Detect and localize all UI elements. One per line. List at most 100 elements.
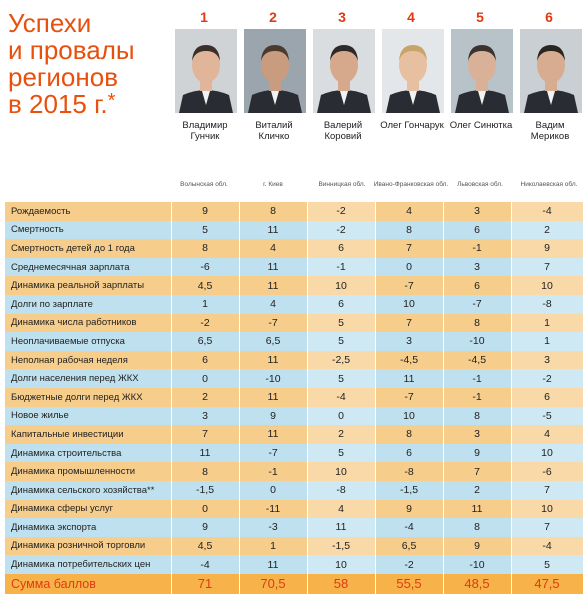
score-cell: 4,5 (171, 536, 240, 556)
score-cell: -1 (239, 462, 308, 481)
rank-number: 3 (338, 9, 346, 25)
table-row: Динамика промышленности 8 -1 10 -8 7 -6 (5, 462, 583, 481)
portrait-image (175, 29, 237, 113)
score-cell: 7 (511, 480, 583, 500)
score-cell: 10 (306, 555, 376, 574)
score-cell: 4 (306, 499, 376, 519)
score-cell: -8 (375, 462, 444, 481)
score-cell: 4,5 (171, 276, 240, 295)
score-cell: 11 (375, 369, 444, 388)
governor-4: 4 Олег Гончарук Ивано-Франковская обл. (374, 0, 449, 200)
indicator-label: Динамика розничной торговли (5, 536, 172, 556)
score-cell: 7 (375, 239, 444, 258)
score-cell: 1 (511, 332, 583, 351)
indicator-label: Динамика потребительских цен (5, 555, 172, 574)
score-cell: 8 (239, 202, 308, 221)
table-row: Капитальные инвестиции 7 11 2 8 3 4 (5, 425, 583, 444)
score-cell: 6 (171, 350, 240, 370)
score-cell: 5 (171, 220, 240, 240)
score-cell: -5 (511, 406, 583, 426)
rank-number: 5 (476, 9, 484, 25)
score-cell: 9 (171, 518, 240, 537)
indicator-label: Динамика реальной зарплаты (5, 276, 172, 295)
score-cell: 9 (171, 202, 240, 221)
score-cell: 8 (171, 462, 240, 481)
score-cell: -3 (239, 518, 308, 537)
score-cell: 7 (511, 257, 583, 277)
indicator-label: Среднемесячная зарплата (5, 257, 172, 277)
table-row: Новое жилье 3 9 0 10 8 -5 (5, 406, 583, 426)
total-cell: 48,5 (443, 573, 512, 594)
score-cell: 5 (306, 332, 376, 351)
table-row: Динамика экспорта 9 -3 11 -4 8 7 (5, 518, 583, 537)
ranking-table: Рождаемость 9 8 -2 4 3 -4 Смертность 5 11 -2 8 6 2 Сме… (5, 202, 583, 594)
title-line-3: регионов (8, 62, 119, 92)
score-cell: 7 (171, 425, 240, 444)
score-cell: 4 (239, 239, 308, 258)
score-cell: -7 (375, 387, 444, 407)
total-cell: 58 (306, 573, 376, 594)
score-cell: 5 (306, 313, 376, 333)
score-cell: -2 (375, 555, 444, 574)
score-cell: 9 (443, 443, 512, 463)
indicator-label: Долги по зарплате (5, 294, 172, 314)
governor-region: г. Киев (263, 181, 283, 188)
score-cell: -6 (171, 257, 240, 277)
score-cell: 4 (511, 425, 583, 444)
score-cell: 6,5 (171, 332, 240, 351)
name-line-2: Кличко (258, 131, 290, 142)
total-row: Сумма баллов 71 70,5 58 55,5 48,5 47,5 (5, 573, 583, 594)
rank-number: 1 (200, 9, 208, 25)
governor-region: Львовская обл. (457, 181, 503, 188)
score-cell: 3 (171, 406, 240, 426)
score-cell: 4 (239, 294, 308, 314)
table-row: Неоплачиваемые отпуска 6,5 6,5 5 3 -10 1 (5, 332, 583, 351)
score-cell: -1 (306, 257, 376, 277)
score-cell: 3 (375, 332, 444, 351)
table-row: Рождаемость 9 8 -2 4 3 -4 (5, 202, 583, 221)
score-cell: 6 (306, 239, 376, 258)
score-cell: -2 (306, 202, 376, 221)
governors-header: 1 Владимир Гунчик Волынская обл. 2 Виталий Кли… (170, 0, 583, 200)
governor-name: Олег Синютка (442, 120, 520, 131)
table-row: Динамика реальной зарплаты 4,5 11 10 -7 6 10 (5, 276, 583, 295)
score-cell: 11 (239, 555, 308, 574)
score-cell: 3 (443, 425, 512, 444)
indicator-label: Динамика числа работников (5, 313, 172, 333)
score-cell: 6 (443, 276, 512, 295)
score-cell: 11 (239, 425, 308, 444)
score-cell: 5 (511, 555, 583, 574)
score-cell: 8 (171, 239, 240, 258)
governor-region: Винницкая обл. (318, 181, 366, 188)
score-cell: -2,5 (306, 350, 376, 370)
portrait-image (313, 29, 375, 113)
total-cell: 71 (171, 573, 240, 594)
score-cell: -10 (239, 369, 308, 388)
score-cell: -7 (239, 313, 308, 333)
table-row: Динамика розничной торговли 4,5 1 -1,5 6,5 9-… (5, 536, 583, 556)
score-cell: 11 (239, 276, 308, 295)
name-line-1: Вадим (535, 120, 565, 131)
indicator-label: Динамика экспорта (5, 518, 172, 537)
score-cell: 6 (511, 387, 583, 407)
score-cell: -2 (511, 369, 583, 388)
name-line-1: Виталий (255, 120, 293, 131)
score-cell: 10 (375, 294, 444, 314)
table-row: Бюджетные долги перед ЖКХ 2 11 -4 -7 -1 6 (5, 387, 583, 407)
name-line-1: Валерий (323, 120, 363, 131)
indicator-label: Динамика строительства (5, 443, 172, 463)
score-cell: -4 (375, 518, 444, 537)
score-cell: 7 (375, 313, 444, 333)
score-cell: 3 (443, 202, 512, 221)
score-cell: -10 (443, 555, 512, 574)
title-footnote-mark: * (107, 90, 116, 112)
score-cell: -1,5 (306, 536, 376, 556)
score-cell: 0 (171, 499, 240, 519)
portrait-image (520, 29, 582, 113)
score-cell: 2 (306, 425, 376, 444)
indicator-label: Рождаемость (5, 202, 172, 221)
score-cell: 6 (443, 220, 512, 240)
score-cell: -11 (239, 499, 308, 519)
score-cell: 11 (239, 350, 308, 370)
score-cell: -1,5 (171, 480, 240, 500)
